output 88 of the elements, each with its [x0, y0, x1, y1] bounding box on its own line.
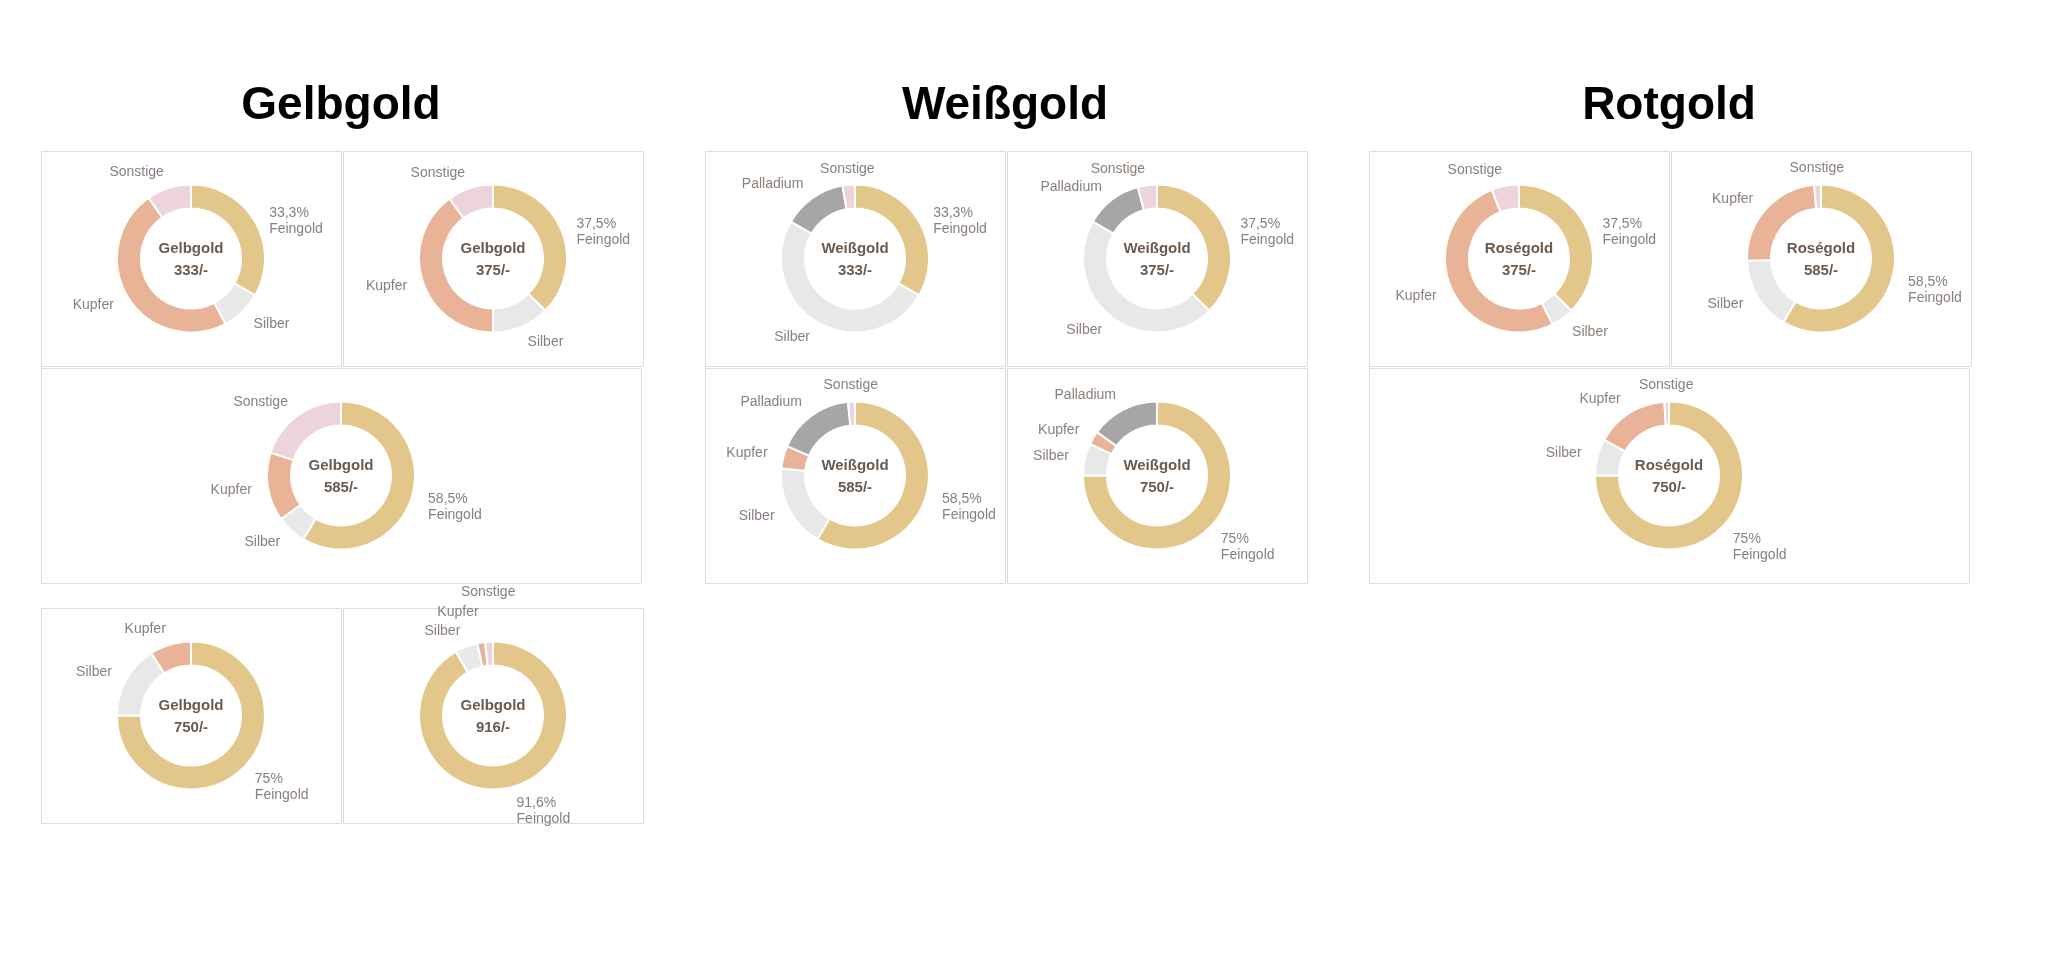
text: Weißgold: [901, 77, 1109, 129]
slice-label: Kupfer: [124, 619, 167, 636]
slice-label: Sonstige: [1090, 160, 1146, 176]
slice-label: Feingold: [942, 506, 996, 523]
text: Roségold: [1484, 239, 1554, 257]
text: 585/-: [1803, 261, 1839, 279]
slice-label: Kupfer: [72, 296, 115, 313]
text: Gelbgold: [460, 696, 526, 714]
slice-label: Palladium: [741, 175, 804, 192]
slice-label: Silber: [1545, 444, 1582, 461]
data-label: 75%: [1220, 530, 1249, 547]
text: 333/-: [837, 261, 873, 279]
text: Gelbgold: [460, 239, 526, 257]
text: Weißgold: [1123, 456, 1191, 474]
text: 375/-: [1139, 261, 1175, 279]
slice-label: Sonstige: [1447, 160, 1503, 177]
text: 916/-: [475, 718, 511, 736]
slice-label: Kupfer: [1038, 420, 1080, 437]
data-label: 33,3%: [269, 204, 309, 221]
slice-label: Silber: [1707, 295, 1744, 312]
slice-label: Silber: [527, 332, 564, 349]
text: 750/-: [1651, 478, 1687, 496]
text: Gelbgold: [241, 77, 441, 129]
data-label: 37,5%: [1240, 214, 1281, 231]
slice-label: Kupfer: [210, 480, 253, 497]
slice-label: Palladium: [1040, 177, 1102, 194]
slice-label: Kupfer: [1395, 286, 1438, 303]
data-label: 75%: [1732, 530, 1761, 547]
slice-label: Sonstige: [460, 583, 516, 600]
slice-label: Feingold: [269, 220, 323, 237]
slice-label: Feingold: [576, 230, 631, 247]
slice-label: Kupfer: [726, 444, 768, 461]
slice-label: Sonstige: [1789, 159, 1845, 176]
slice-label: Silber: [738, 507, 775, 524]
slice-label: Silber: [1066, 321, 1103, 338]
slice-label: Silber: [1572, 322, 1609, 339]
text: Gelbgold: [158, 239, 224, 257]
slice-label: Feingold: [516, 809, 571, 826]
slice-label: Kupfer: [1712, 189, 1754, 206]
text: 333/-: [173, 261, 209, 279]
slice-label: Sonstige: [820, 159, 875, 176]
text: Weißgold: [821, 456, 889, 474]
slice-label: Silber: [76, 663, 113, 680]
data-label: 58,5%: [1908, 273, 1948, 290]
slice-label: Feingold: [1240, 230, 1295, 247]
text: Weißgold: [821, 239, 889, 257]
slice-label: Palladium: [1054, 386, 1117, 403]
slice-label: Sonstige: [823, 376, 879, 393]
slice-label: Sonstige: [1638, 376, 1694, 393]
slice-label: Sonstige: [410, 163, 466, 180]
text: 585/-: [323, 478, 359, 496]
slice-label: Kupfer: [1579, 390, 1621, 407]
slice-label: Feingold: [933, 220, 987, 237]
slice-label: Feingold: [1602, 230, 1657, 247]
donut-slice: [418, 640, 568, 791]
text: Rotgold: [1582, 77, 1756, 129]
slice-label: Feingold: [1220, 546, 1275, 563]
slice-label: Sonstige: [109, 163, 165, 180]
text: 750/-: [173, 718, 209, 736]
data-label: 37,5%: [576, 214, 617, 231]
slice-label: Feingold: [254, 786, 309, 803]
slice-label: Palladium: [740, 393, 802, 410]
slice-label: Silber: [774, 327, 811, 344]
data-label: 37,5%: [1602, 214, 1643, 231]
text: Gelbgold: [158, 696, 224, 714]
slice-label: Feingold: [428, 506, 482, 523]
slice-label: Kupfer: [365, 277, 408, 294]
data-label: 91,6%: [516, 793, 557, 810]
slice-label: Silber: [424, 622, 461, 639]
data-label: 33,3%: [933, 204, 973, 221]
slice-label: Sonstige: [233, 393, 289, 410]
data-label: 58,5%: [942, 490, 982, 507]
slice-label: Silber: [253, 314, 290, 331]
text: Roségold: [1634, 456, 1704, 474]
text: Weißgold: [1123, 239, 1191, 257]
text: 750/-: [1139, 478, 1175, 496]
text: 375/-: [475, 261, 511, 279]
text: 375/-: [1501, 261, 1537, 279]
data-label: 75%: [254, 770, 283, 787]
slice-label: Silber: [1033, 446, 1070, 463]
text: 585/-: [837, 478, 873, 496]
text: Roségold: [1786, 239, 1856, 257]
slice-label: Feingold: [1908, 289, 1962, 306]
slice-label: Kupfer: [437, 602, 479, 619]
slice-label: Feingold: [1732, 546, 1787, 563]
data-label: 58,5%: [428, 490, 468, 507]
text: Gelbgold: [308, 456, 374, 474]
slice-label: Silber: [244, 533, 281, 550]
